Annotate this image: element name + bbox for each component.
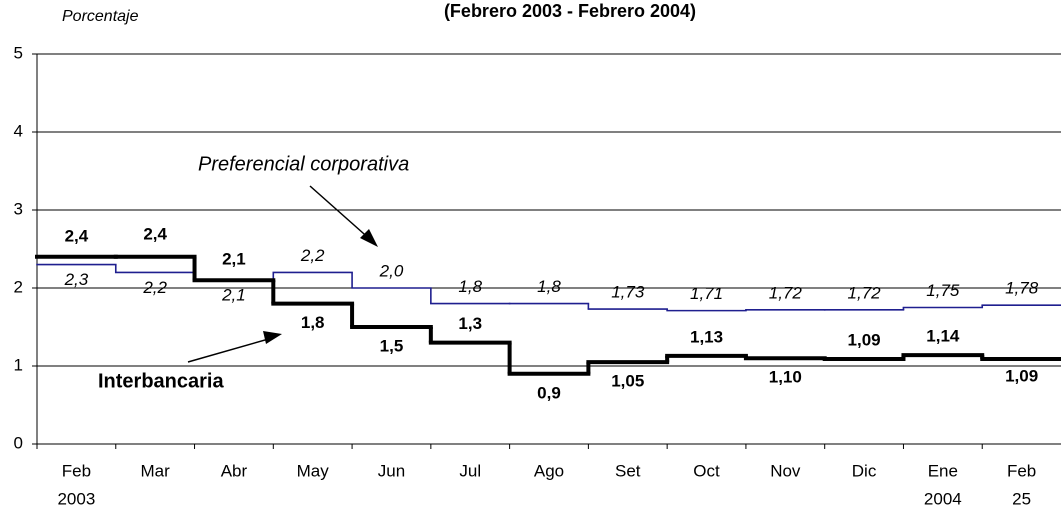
y-tick-label: 1 <box>14 355 23 374</box>
x-tick-label: 2003 <box>57 489 95 508</box>
data-label: 1,78 <box>1005 279 1039 298</box>
data-label: 1,8 <box>301 313 325 332</box>
data-label: 1,75 <box>926 281 960 300</box>
x-tick-label: Jun <box>378 461 405 480</box>
data-label: 1,3 <box>458 314 482 333</box>
y-tick-label: 2 <box>14 277 23 296</box>
arrow-head <box>360 229 378 247</box>
x-tick-label: Oct <box>693 461 720 480</box>
annotation-arrow <box>309 185 373 242</box>
x-tick-label: Nov <box>770 461 801 480</box>
data-label: 1,5 <box>380 336 404 355</box>
data-label: 2,1 <box>221 286 246 305</box>
data-label: 2,2 <box>142 278 167 297</box>
series-annotation: Interbancaria <box>98 370 224 392</box>
arrow-head <box>263 331 282 344</box>
y-tick-label: 3 <box>14 199 23 218</box>
data-label: 1,72 <box>848 283 882 302</box>
data-label: 2,2 <box>300 246 325 265</box>
x-tick-label: Set <box>615 461 641 480</box>
y-axis-label: Porcentaje <box>62 8 139 25</box>
x-tick-label: Abr <box>221 461 248 480</box>
x-tick-label: 2004 <box>924 489 962 508</box>
x-tick-label: Mar <box>141 461 171 480</box>
x-tick-label: Ene <box>928 461 958 480</box>
x-tick-label: Ago <box>534 461 564 480</box>
data-label: 2,1 <box>222 250 246 269</box>
data-label: 1,09 <box>848 330 881 349</box>
y-tick-label: 5 <box>14 43 23 62</box>
series-annotation: Preferencial corporativa <box>198 153 409 175</box>
data-label: 1,05 <box>611 372 644 391</box>
data-label: 2,4 <box>65 226 89 245</box>
y-tick-label: 4 <box>14 121 23 140</box>
x-tick-label: Jul <box>459 461 481 480</box>
x-tick-label: Dic <box>852 461 877 480</box>
data-label: 1,73 <box>611 283 645 302</box>
data-label: 1,10 <box>769 368 802 387</box>
x-tick-label: Feb <box>1007 461 1036 480</box>
data-label: 1,8 <box>458 277 482 296</box>
data-label: 1,72 <box>769 283 803 302</box>
data-label: 2,3 <box>64 270 89 289</box>
data-label: 1,13 <box>690 327 723 346</box>
data-label: 2,4 <box>143 224 167 243</box>
data-label: 2,0 <box>379 261 404 280</box>
x-tick-label: 25 <box>1012 489 1031 508</box>
data-label: 1,8 <box>537 277 561 296</box>
data-label: 1,14 <box>926 327 960 346</box>
annotation-arrow <box>187 337 273 363</box>
data-label: 1,09 <box>1005 366 1038 385</box>
y-tick-label: 0 <box>14 433 23 452</box>
chart-title: (Febrero 2003 - Febrero 2004) <box>444 1 696 21</box>
x-tick-label: Feb <box>62 461 91 480</box>
x-tick-label: May <box>297 461 330 480</box>
data-label: 1,71 <box>690 284 723 303</box>
data-label: 0,9 <box>537 383 561 402</box>
